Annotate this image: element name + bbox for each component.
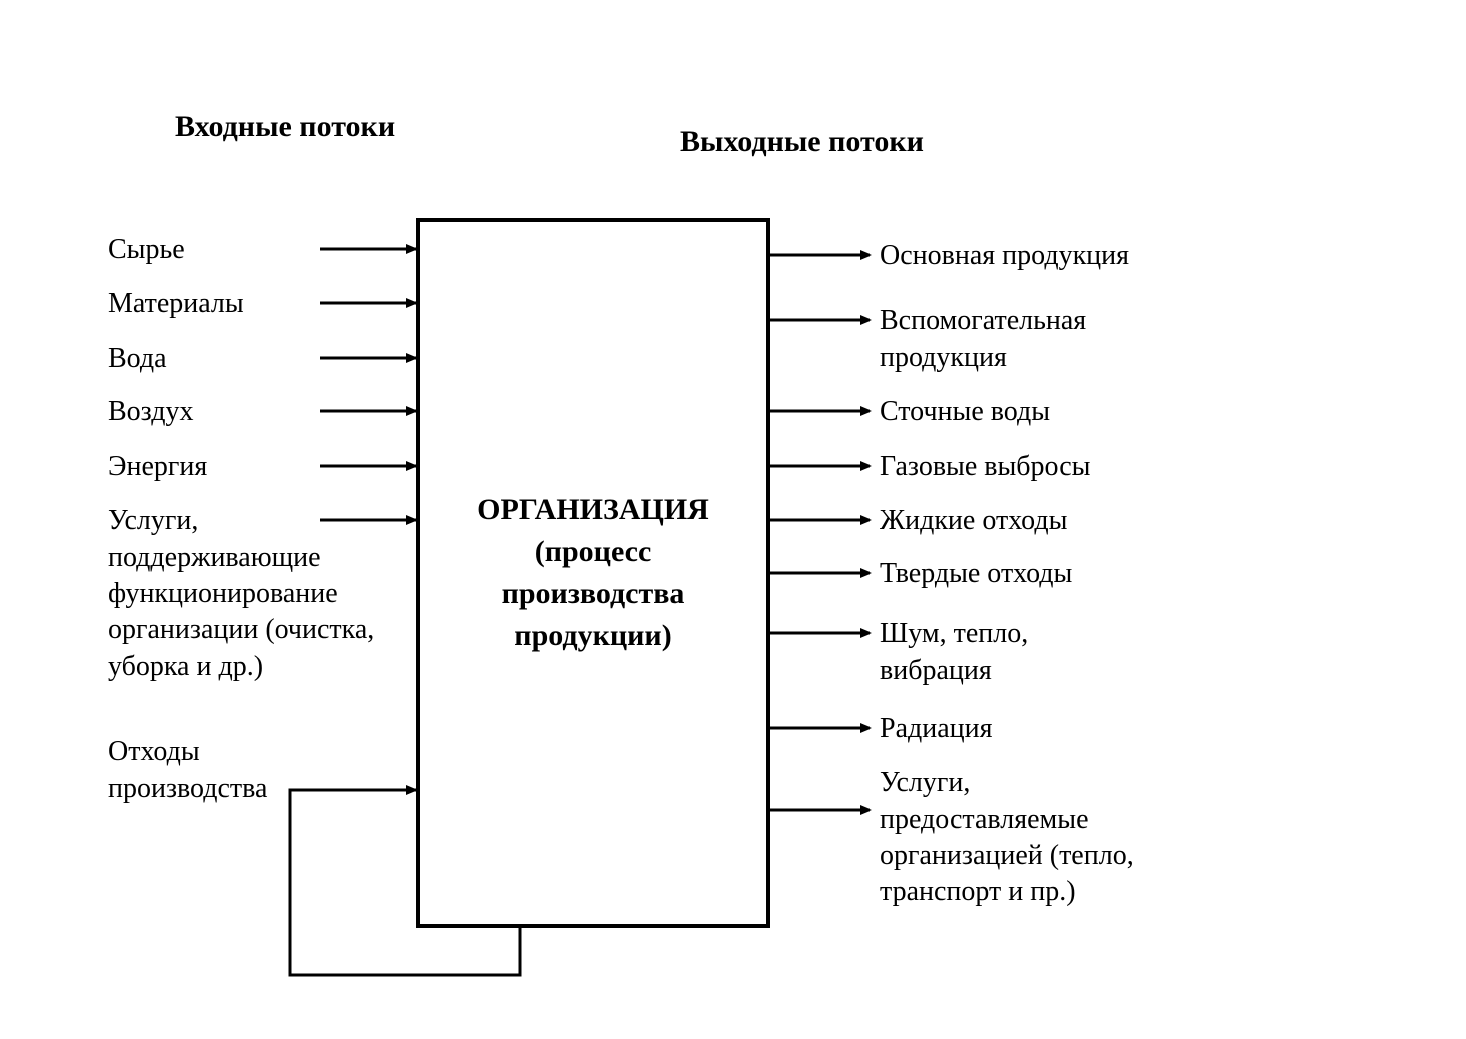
input-label-waste-text: Отходы производства [108, 736, 267, 803]
input-label-waste: Отходы производства [108, 734, 267, 807]
output-label-3: Газовые выбросы [880, 449, 1091, 485]
input-label-1: Материалы [108, 286, 244, 322]
center-line-1: ОРГАНИЗАЦИЯ [477, 489, 709, 531]
output-label-8: Услуги, предоставляемые организацией (те… [880, 765, 1134, 911]
output-label-7: Радиация [880, 711, 993, 747]
input-label-3: Воздух [108, 394, 193, 430]
center-line-3: производства [502, 573, 685, 615]
input-label-0: Сырье [108, 232, 185, 268]
output-label-6: Шум, тепло, вибрация [880, 616, 1028, 689]
input-label-5: Услуги, поддерживающие функционирование … [108, 503, 374, 685]
center-line-4: продукции) [514, 615, 671, 657]
input-label-4: Энергия [108, 449, 207, 485]
center-line-2: (процесс [535, 531, 652, 573]
input-label-2: Вода [108, 341, 167, 377]
input-label-5-text: Услуги, поддерживающие функционирование … [108, 505, 374, 682]
output-label-4: Жидкие отходы [880, 503, 1067, 539]
output-label-0: Основная продукция [880, 238, 1129, 274]
output-label-5: Твердые отходы [880, 556, 1072, 592]
heading-input: Входные потоки [175, 110, 395, 144]
center-box: ОРГАНИЗАЦИЯ (процесс производства продук… [416, 218, 770, 928]
output-label-2: Сточные воды [880, 394, 1050, 430]
heading-output: Выходные потоки [680, 125, 924, 159]
output-label-1: Вспомогательная продукция [880, 303, 1086, 376]
